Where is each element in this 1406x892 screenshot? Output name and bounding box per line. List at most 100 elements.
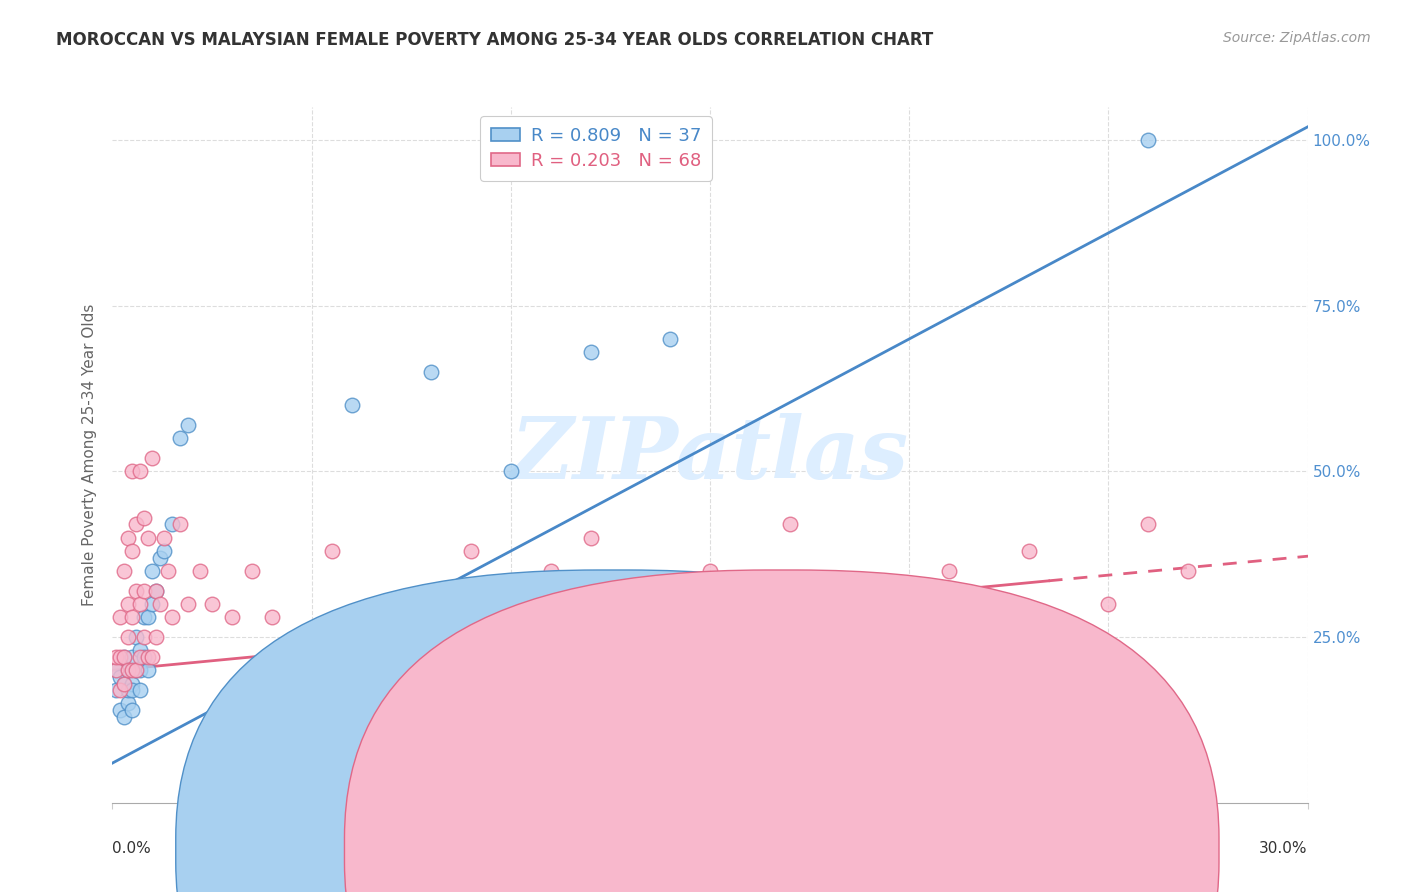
Point (738, 610, 761, 624)
Point (110, 610, 132, 624)
Point (157, 564, 180, 578)
Point (340, 398, 363, 412)
Point (1097, 597, 1119, 611)
Point (121, 650, 143, 665)
Text: ZIPatlas: ZIPatlas (510, 413, 910, 497)
Point (1137, 517, 1160, 532)
Point (125, 663, 148, 677)
Point (117, 683, 139, 698)
Point (188, 564, 211, 578)
Point (117, 663, 139, 677)
Point (977, 743, 1000, 757)
Point (177, 597, 200, 611)
Text: MOROCCAN VS MALAYSIAN FEMALE POVERTY AMONG 25-34 YEAR OLDS CORRELATION CHART: MOROCCAN VS MALAYSIAN FEMALE POVERTY AMO… (56, 31, 934, 49)
Point (799, 616, 821, 631)
Point (938, 564, 960, 578)
Point (260, 610, 283, 624)
Point (117, 663, 139, 677)
Point (579, 345, 602, 359)
Point (420, 583, 443, 598)
Point (121, 676, 143, 690)
Point (125, 517, 148, 532)
Point (145, 630, 167, 644)
Point (460, 544, 482, 558)
Point (145, 583, 167, 598)
Point (149, 597, 172, 611)
Point (114, 650, 135, 665)
Point (240, 564, 263, 578)
Text: 30.0%: 30.0% (1260, 841, 1308, 856)
Point (114, 709, 135, 723)
Point (699, 564, 721, 578)
Text: Source: ZipAtlas.com: Source: ZipAtlas.com (1223, 31, 1371, 45)
Point (169, 431, 191, 445)
Point (114, 676, 135, 690)
Point (114, 650, 135, 665)
Point (121, 703, 143, 717)
Point (499, 610, 522, 624)
Legend: R = 0.809   N = 37, R = 0.203   N = 68: R = 0.809 N = 37, R = 0.203 N = 68 (479, 116, 711, 181)
Point (129, 663, 152, 677)
Point (138, 610, 160, 624)
Point (125, 630, 148, 644)
Point (129, 597, 152, 611)
Point (1018, 544, 1040, 558)
Point (1177, 564, 1199, 578)
Point (659, 332, 682, 346)
Y-axis label: Female Poverty Among 25-34 Year Olds: Female Poverty Among 25-34 Year Olds (82, 304, 97, 606)
Point (162, 610, 183, 624)
Point (129, 683, 152, 698)
Text: 0.0%: 0.0% (112, 841, 152, 856)
Text: Malaysians: Malaysians (804, 841, 896, 859)
Point (141, 597, 163, 611)
Point (125, 663, 148, 677)
Point (141, 650, 163, 665)
Point (177, 418, 200, 433)
Point (121, 465, 143, 479)
Point (134, 650, 156, 665)
Point (105, 650, 128, 665)
Point (499, 465, 522, 479)
Point (201, 597, 224, 611)
Point (138, 531, 160, 545)
Point (1137, 133, 1160, 147)
Point (898, 616, 921, 631)
Point (420, 365, 443, 379)
Point (977, 630, 1000, 644)
Point (162, 517, 183, 532)
Point (659, 630, 682, 644)
Point (117, 630, 139, 644)
Point (138, 650, 160, 665)
Point (121, 663, 143, 677)
Point (114, 564, 135, 578)
Point (110, 650, 132, 665)
Point (169, 517, 191, 532)
Point (134, 630, 156, 644)
Point (110, 683, 132, 698)
Point (380, 597, 402, 611)
Point (110, 703, 132, 717)
Point (579, 531, 602, 545)
Text: Moroccans: Moroccans (636, 841, 724, 859)
Point (1057, 630, 1080, 644)
Point (110, 670, 132, 684)
Point (340, 610, 363, 624)
Point (138, 663, 160, 677)
Point (105, 663, 128, 677)
Point (105, 683, 128, 698)
Point (321, 544, 343, 558)
Point (149, 550, 172, 565)
Point (145, 583, 167, 598)
Point (134, 610, 156, 624)
Point (134, 583, 156, 598)
Point (141, 564, 163, 578)
Point (117, 597, 139, 611)
Point (221, 610, 243, 624)
Point (153, 531, 176, 545)
Point (540, 564, 562, 578)
Point (117, 531, 139, 545)
Point (121, 610, 143, 624)
Point (134, 511, 156, 525)
Point (818, 597, 841, 611)
Point (153, 544, 176, 558)
